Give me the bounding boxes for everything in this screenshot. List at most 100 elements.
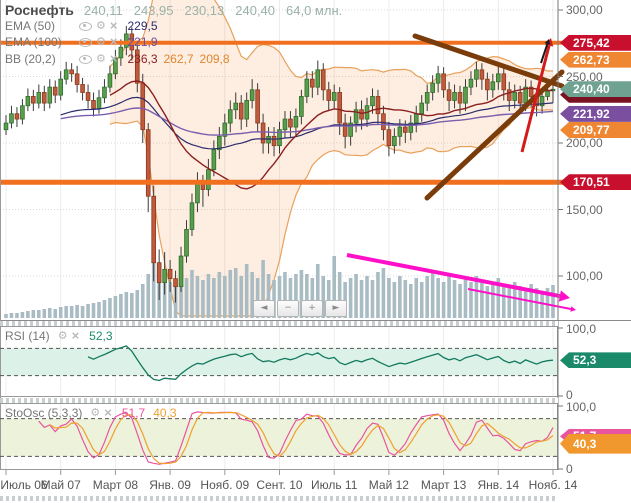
volume-bar [31,310,36,318]
candle-body [260,122,266,144]
candle-body [337,92,342,124]
candle-body [31,96,36,104]
trendline[interactable] [424,69,565,201]
remove-close-icon[interactable]: × [109,34,118,49]
volume-bar [310,278,315,318]
candle-body [435,73,441,84]
annotation-arrow-head[interactable] [558,290,570,302]
candle-body [74,73,80,85]
volume-bar [398,276,402,318]
candle-body [206,169,211,190]
panel-resize-handle[interactable] [0,496,558,501]
settings-gear-icon[interactable]: ⚙ [90,407,101,419]
annotation-arrow-line[interactable] [467,288,572,310]
volume-bar [195,276,200,318]
trendline[interactable] [412,33,565,89]
candle-body [386,129,392,147]
indicator-row-ema50: EMA (50) ⚙ × 229,5 [5,19,158,33]
candle-body [392,135,397,147]
volume-bar [130,293,134,318]
remove-close-icon[interactable]: × [104,405,112,420]
settings-gear-icon[interactable]: ⚙ [57,330,68,342]
candle-body [211,149,217,170]
volume-bar [80,306,85,318]
white-wedge-annotation[interactable] [398,196,443,214]
price-tag: 240,40 [560,81,631,98]
candle-body [490,81,496,91]
candle-body [479,69,485,80]
volume-bar [233,268,238,318]
candle-body [9,113,14,124]
panel-resize-handle[interactable] [0,398,558,403]
candle-body [331,92,337,101]
high-value: 243,95 [133,2,174,18]
rsi-value: 52,3 [89,329,113,343]
annotation-arrow-head[interactable] [544,39,551,45]
candle-body [151,195,156,264]
x-axis-label: Янв. 14 [477,478,520,492]
annotation-arrow-line[interactable] [540,43,549,64]
volume-bar [523,290,528,318]
candle-body [506,89,512,101]
settings-gear-icon[interactable]: ⚙ [96,20,106,32]
stoosc-axis-label: 0 [566,462,573,476]
candle-body [539,96,545,107]
candle-body [25,96,31,107]
volume-bar [283,272,287,318]
visibility-eye-icon[interactable] [79,54,92,64]
remove-close-icon[interactable]: × [71,328,80,343]
candle-body [430,82,435,93]
candle-body [184,229,189,257]
candle-body [474,69,479,80]
candle-body [468,78,474,88]
remove-close-icon[interactable]: × [109,51,118,66]
volume-bar [272,280,276,318]
candle-body [222,122,228,137]
volume-bar [474,276,479,318]
candle-body [233,102,239,111]
remove-close-icon[interactable]: × [109,18,118,33]
x-axis-label: Май 12 [368,478,409,492]
annotation-arrow-head[interactable] [570,306,576,312]
zoom-in-button[interactable]: + [301,300,323,317]
pan-left-button[interactable]: ◄ [253,300,275,317]
volume-bar [9,313,14,318]
ema50-value: 229,5 [127,19,158,33]
price-tag: 209,77 [560,122,631,138]
candle-body [310,78,315,88]
zoom-out-button[interactable]: − [277,300,299,317]
volume-bar [469,282,473,318]
candle-body [80,84,85,93]
settings-gear-icon[interactable]: ⚙ [96,36,106,48]
panel-resize-handle[interactable] [0,321,558,326]
pan-right-button[interactable]: ► [325,300,347,317]
volume-bar [135,290,140,318]
volume-value: 64,0 млн. [286,2,343,18]
volume-bar [250,272,254,318]
volume-bar [162,278,167,318]
candle-body [195,182,200,204]
visibility-eye-icon[interactable] [79,21,92,31]
volume-bar [326,280,331,318]
settings-gear-icon[interactable]: ⚙ [96,53,106,65]
x-axis-label: Нояб. 14 [528,478,578,492]
volume-bar [26,311,30,318]
candle-body [446,89,452,101]
candle-body [517,92,523,104]
visibility-eye-icon[interactable] [79,37,92,47]
candle-body [320,69,326,91]
annotation-arrow-line[interactable] [346,253,561,298]
candle-body [304,78,310,97]
candle-body [91,100,96,109]
volume-bar [332,256,336,318]
candle-body [408,122,414,133]
annotation-arrow-line[interactable] [520,45,551,153]
candle-body [14,113,20,120]
candle-body [63,69,69,80]
volume-bar [551,285,555,318]
x-axis-label: Март 13 [420,478,467,492]
volume-bar [113,296,118,318]
ema100-line [60,107,554,136]
candle-body [370,96,375,107]
